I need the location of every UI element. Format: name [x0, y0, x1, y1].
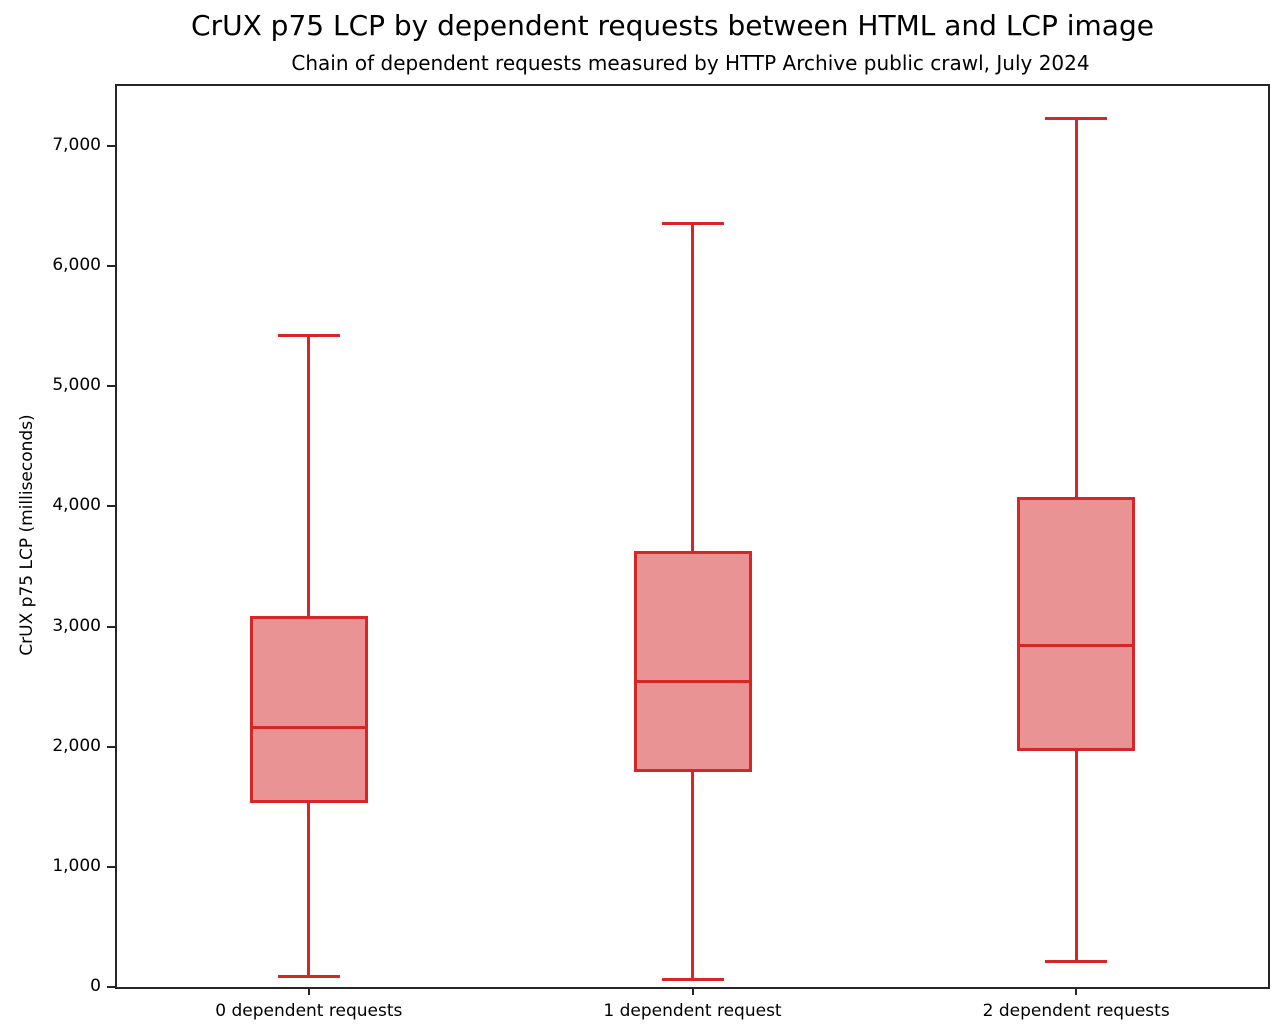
- upper-whisker-cap: [661, 222, 724, 226]
- x-tick-label: 1 dependent request: [603, 1001, 782, 1021]
- median-line: [249, 726, 368, 729]
- y-tick-label: 2,000: [52, 735, 101, 756]
- upper-whisker: [691, 223, 694, 551]
- lower-whisker-cap: [661, 977, 724, 981]
- lower-whisker-cap: [277, 975, 340, 979]
- y-tick-mark: [107, 745, 115, 748]
- y-tick-label: 3,000: [52, 615, 101, 636]
- x-tick-mark: [307, 987, 310, 995]
- lower-whisker: [1074, 750, 1078, 962]
- y-tick-mark: [107, 505, 115, 508]
- chart-subtitle: Chain of dependent requests measured by …: [291, 51, 1090, 75]
- median-line: [633, 679, 752, 683]
- y-tick-mark: [107, 986, 115, 988]
- y-tick-mark: [107, 625, 115, 628]
- upper-whisker: [307, 335, 311, 617]
- median-line: [1017, 644, 1136, 648]
- y-tick-label: 6,000: [52, 255, 101, 276]
- y-tick-label: 0: [90, 976, 101, 996]
- plot-area: 0 1,000 2,000 3,000 4,000 5,000 6,000 7,000 0 de…: [52, 84, 1270, 1021]
- iqr-box: [249, 616, 368, 803]
- upper-whisker-cap: [1045, 116, 1108, 120]
- iqr-box: [1017, 496, 1136, 751]
- y-tick-label: 1,000: [52, 855, 101, 876]
- y-tick-label: 4,000: [52, 495, 101, 516]
- x-tick-mark: [691, 987, 694, 995]
- y-tick-label: 7,000: [52, 135, 101, 156]
- lower-whisker-cap: [1045, 959, 1108, 963]
- upper-whisker-cap: [277, 333, 340, 337]
- x-tick-label: 0 dependent requests: [215, 1001, 403, 1021]
- x-tick-label: 2 dependent requests: [982, 1001, 1170, 1021]
- lower-whisker: [691, 771, 694, 980]
- lower-whisker: [307, 802, 311, 977]
- iqr-box: [633, 550, 752, 772]
- x-tick-mark: [1075, 987, 1078, 995]
- chart-title: CrUX p75 LCP by dependent requests betwe…: [191, 9, 1154, 42]
- y-tick-mark: [107, 865, 115, 868]
- y-tick-mark: [107, 385, 115, 388]
- y-tick-mark: [107, 145, 115, 148]
- upper-whisker: [1074, 118, 1078, 497]
- y-tick-label: 5,000: [52, 375, 101, 396]
- y-tick-mark: [107, 265, 115, 268]
